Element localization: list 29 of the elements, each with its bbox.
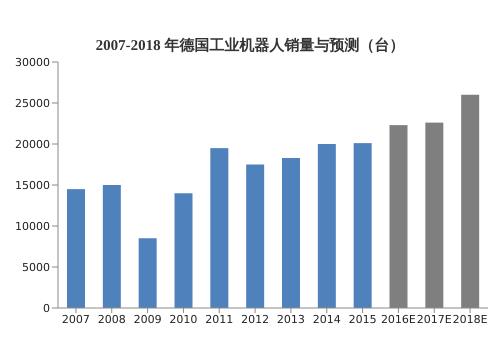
x-tick-label: 2013: [276, 312, 305, 326]
y-tick-label: 15000: [15, 178, 50, 192]
y-tick-label: 0: [43, 302, 50, 315]
bar: [138, 238, 157, 308]
y-tick-label: 25000: [15, 96, 50, 110]
x-tick-label: 2010: [169, 312, 198, 326]
bar: [246, 164, 264, 308]
x-tick-label: 2018E: [452, 312, 488, 326]
bar: [174, 193, 192, 308]
x-tick-label: 2009: [134, 312, 162, 326]
bar: [67, 189, 85, 308]
bar: [354, 143, 372, 308]
x-tick-label: 2015: [348, 312, 377, 326]
bar: [318, 144, 336, 308]
bar: [210, 148, 228, 308]
bar: [102, 185, 121, 308]
y-tick-label: 30000: [15, 56, 50, 69]
bar: [282, 158, 300, 308]
chart-title: 2007-2018 年德国工业机器人销量与预测（台）: [94, 36, 406, 54]
x-tick-label: 2011: [205, 312, 234, 326]
x-tick-label: 2012: [241, 312, 270, 326]
x-tick-label: 2008: [98, 312, 126, 326]
y-tick-label: 20000: [15, 138, 50, 151]
x-tick-label: 2007: [62, 312, 90, 326]
y-tick-label: 5000: [22, 260, 50, 274]
x-tick-label: 2016E: [380, 312, 416, 326]
x-tick-label: 2014: [312, 312, 341, 326]
y-tick-label: 10000: [15, 220, 50, 233]
x-tick-label: 2017E: [416, 312, 452, 326]
